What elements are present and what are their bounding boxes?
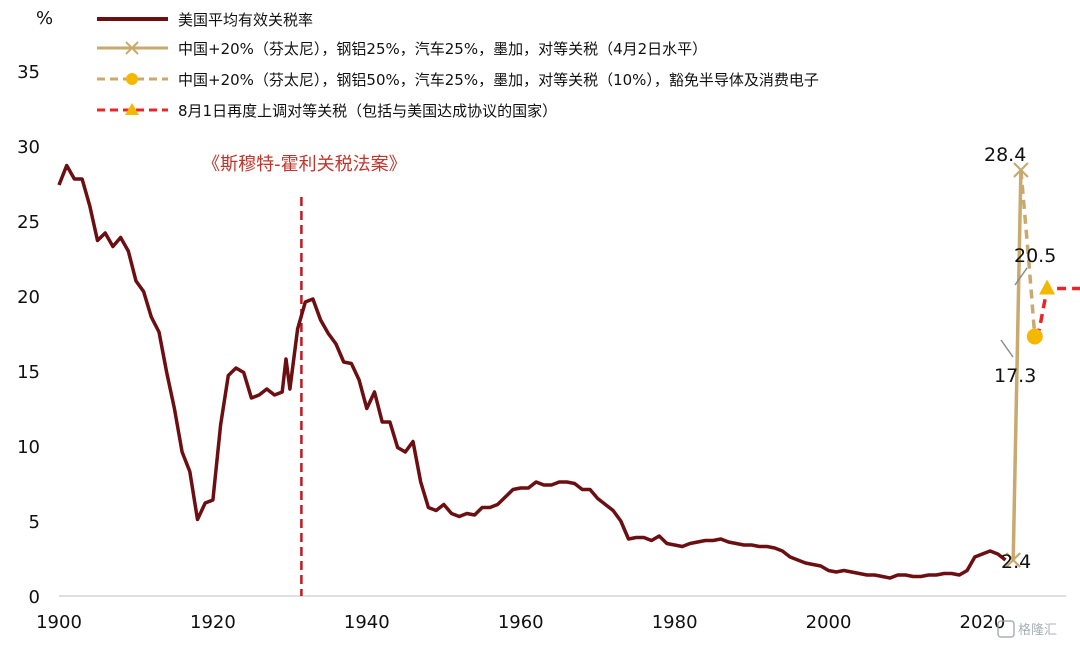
y-tick-label: 0 — [29, 587, 40, 608]
y-tick-label: 20 — [17, 287, 40, 308]
legend-label-history: 美国平均有效关税率 — [178, 11, 313, 29]
x-axis-ticks: 1900 1920 1940 1960 1980 2000 2020 — [36, 612, 1005, 633]
legend-circle-marker-icon — [126, 73, 138, 85]
y-axis-unit-label: % — [36, 8, 53, 29]
series-layer — [57, 162, 1080, 580]
x-tick-label: 2000 — [806, 612, 852, 633]
x-tick-label: 2020 — [960, 612, 1006, 633]
callout-leader-line — [1014, 267, 1028, 286]
legend-label-april: 中国+20%（芬太尼），钢铝25%，汽车25%，墨加，对等关税（4月2日水平） — [178, 40, 707, 58]
legend-label-august: 8月1日再度上调对等关税（包括与美国达成协议的国家） — [178, 102, 557, 120]
x-tick-label: 1940 — [344, 612, 390, 633]
legend-item-august: 8月1日再度上调对等关税（包括与美国达成协议的国家） — [97, 102, 557, 120]
x-tick-label: 1900 — [36, 612, 82, 633]
y-tick-label: 25 — [17, 212, 40, 233]
series-april-line — [1011, 169, 1023, 561]
watermark-text: 格隆汇 — [1018, 622, 1057, 638]
y-tick-label: 5 — [29, 512, 40, 533]
legend-triangle-marker-icon — [125, 103, 139, 115]
data-label: 28.4 — [984, 144, 1026, 166]
x-tick-label: 1980 — [652, 612, 698, 633]
legend: 美国平均有效关税率 中国+20%（芬太尼），钢铝25%，汽车25%，墨加，对等关… — [97, 11, 819, 120]
x-tick-label: 1960 — [498, 612, 544, 633]
y-tick-label: 15 — [17, 362, 40, 383]
y-tick-label: 10 — [17, 437, 40, 458]
callout-leader-line — [1000, 339, 1014, 358]
marker-circle-17-3 — [1026, 328, 1043, 345]
y-axis-ticks: 0 5 10 15 20 25 30 35 — [17, 62, 40, 608]
x-tick-label: 1920 — [190, 612, 236, 633]
legend-label-exempt: 中国+20%（芬太尼），钢铝50%，汽车25%，墨加，对等关税（10%），豁免半… — [178, 71, 819, 89]
legend-item-history: 美国平均有效关税率 — [97, 11, 313, 29]
y-tick-label: 35 — [17, 62, 40, 83]
legend-item-exempt: 中国+20%（芬太尼），钢铝50%，汽车25%，墨加，对等关税（10%），豁免半… — [97, 71, 819, 89]
marker-x-2025 — [1013, 162, 1029, 178]
marker-triangle-20-5 — [1039, 279, 1056, 295]
legend-x-marker-icon — [125, 41, 139, 55]
series-exempt-line — [1019, 169, 1037, 337]
legend-item-april: 中国+20%（芬太尼），钢铝25%，汽车25%，墨加，对等关税（4月2日水平） — [97, 40, 707, 58]
y-tick-label: 30 — [17, 137, 40, 158]
series-august-line — [1033, 286, 1080, 338]
series-history-line — [57, 163, 1007, 580]
act-label: 《斯穆特-霍利关税法案》 — [202, 154, 407, 175]
data-label: 20.5 — [1014, 245, 1056, 267]
data-label: 2.4 — [1001, 551, 1031, 573]
annotation-layer: 28.4 20.5 17.3 2.4 — [984, 144, 1056, 573]
watermark: 格隆汇 — [997, 620, 1057, 638]
marker-x-2024 — [1005, 552, 1022, 568]
data-label: 17.3 — [994, 365, 1036, 387]
smoot-hawley-marker: 《斯穆特-霍利关税法案》 — [202, 154, 407, 596]
